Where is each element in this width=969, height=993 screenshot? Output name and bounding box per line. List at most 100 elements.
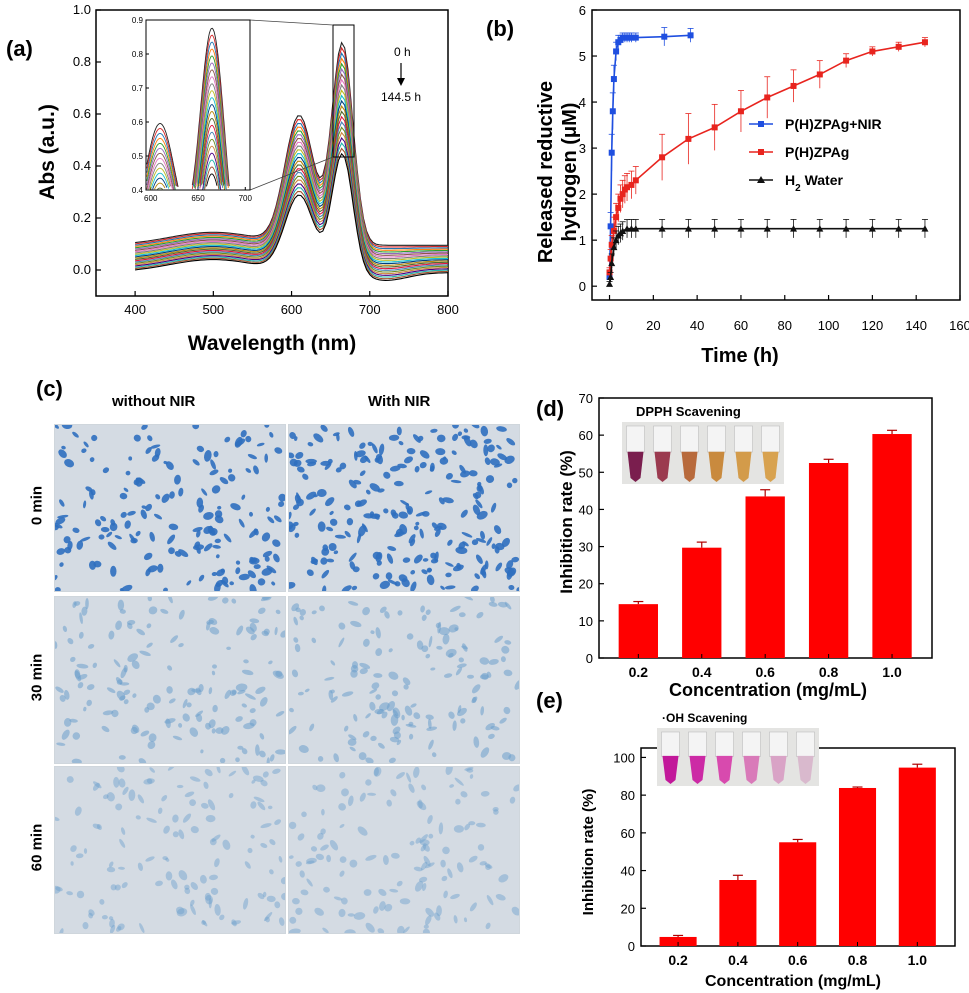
cell-stain [388, 757, 396, 763]
cell-stain [83, 848, 88, 854]
cell-stain [247, 454, 257, 460]
chart-e-tube-liquid [662, 755, 679, 784]
cell-stain [389, 888, 399, 893]
cell-stain [498, 874, 509, 883]
cell-stain [294, 643, 301, 653]
chart-b-point [610, 227, 617, 234]
cell-stain [114, 535, 122, 540]
cell-stain [514, 679, 519, 690]
chart-a-inset-series-line [146, 55, 228, 190]
cell-stain [152, 694, 161, 704]
panel-label-b: (b) [486, 16, 515, 41]
cell-stain [386, 701, 395, 712]
chart-a-ytick-label: 1.0 [73, 2, 91, 17]
cell-stain [379, 606, 387, 613]
cell-stain [476, 611, 484, 619]
cell-stain [168, 523, 179, 531]
chart-b-point [624, 34, 631, 41]
cell-stain [483, 444, 489, 457]
cell-stain [373, 906, 379, 914]
cell-stain [409, 538, 416, 547]
cell-stain [362, 606, 371, 616]
chart-e-xtick-label: 0.6 [788, 952, 808, 968]
chart-b-ytick-label: 5 [579, 49, 586, 64]
cell-stain [201, 488, 208, 496]
cell-stain [511, 906, 519, 916]
cell-stain [393, 731, 401, 739]
chart-a-inset-series-line [146, 34, 229, 189]
cell-stain [267, 516, 275, 524]
cell-stain [488, 733, 495, 740]
cell-stain [228, 468, 233, 473]
cell-stain [415, 521, 420, 526]
cell-stain [125, 470, 131, 476]
cell-stain [253, 564, 261, 570]
cell-stain [307, 442, 314, 447]
chart-a-series-line [135, 126, 449, 273]
chart-a-series-line [135, 131, 449, 275]
cell-stain [339, 771, 346, 779]
cell-stain [330, 660, 336, 666]
chart-b-point [607, 223, 614, 230]
cell-stain [200, 749, 204, 754]
chart-a-inset-xtick-label: 650 [191, 194, 205, 203]
cell-stain [206, 619, 214, 625]
cell-stain [75, 853, 84, 859]
cell-stain [148, 733, 157, 742]
cell-stain [165, 871, 173, 881]
chart-b-legend-label: H2 Water [785, 172, 844, 194]
cell-stain [295, 451, 304, 460]
cell-stain [471, 539, 479, 546]
cell-stain [338, 803, 346, 811]
cell-stain [445, 648, 457, 658]
chart-a-inset-ytick-label: 0.8 [132, 50, 144, 59]
cell-stain [504, 640, 512, 645]
cell-stain [463, 435, 472, 447]
cell-stain [289, 581, 296, 589]
cell-stain [178, 643, 184, 648]
cell-stain [109, 916, 114, 921]
cell-stain [375, 694, 381, 700]
cell-stain [396, 880, 403, 887]
chart-b-point [842, 225, 850, 232]
cell-stain [256, 442, 265, 447]
cell-stain [469, 902, 477, 912]
cell-stain [250, 634, 257, 641]
cell-stain [363, 638, 370, 647]
cell-stain [203, 511, 214, 520]
panel-c-col-label-1: With NIR [368, 393, 431, 410]
cell-stain [403, 456, 414, 464]
cell-stain [100, 516, 107, 522]
cell-stain [274, 901, 281, 909]
cell-stain [174, 474, 181, 485]
cell-stain [178, 609, 185, 620]
cell-stain [406, 447, 416, 455]
cell-stain [237, 689, 246, 695]
cell-stain [476, 822, 486, 828]
cell-stain [394, 531, 405, 538]
cell-stain [375, 454, 383, 465]
cell-stain [456, 862, 464, 873]
cell-stain [347, 738, 357, 746]
cell-stain [228, 770, 237, 777]
cell-stain [257, 801, 266, 811]
cell-stain [278, 501, 285, 507]
cell-stain [190, 882, 198, 890]
cell-stain [494, 546, 500, 554]
chart-a-ytick-label: 0.8 [73, 54, 91, 69]
cell-stain [273, 553, 280, 563]
chart-d-tube-photo [622, 422, 784, 484]
chart-d-tube-liquid [735, 451, 752, 482]
chart-b-ytick-label: 4 [579, 95, 586, 110]
cell-stain [369, 701, 376, 711]
chart-e-frame [640, 747, 956, 947]
cell-stain [436, 905, 442, 917]
chart-d-tube-liquid [708, 451, 725, 482]
chart-a-series-line [135, 46, 448, 248]
chart-d-xtick-label: 1.0 [882, 664, 902, 680]
chart-e-ytick-label: 80 [621, 788, 635, 803]
cell-stain [157, 807, 163, 814]
cell-stain [109, 522, 118, 532]
cell-stain [313, 494, 318, 498]
cell-stain [344, 530, 351, 538]
